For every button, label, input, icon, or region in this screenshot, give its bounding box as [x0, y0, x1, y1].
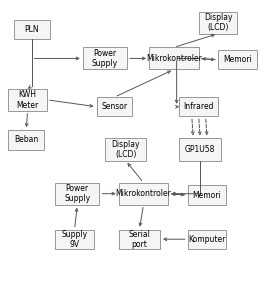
- FancyBboxPatch shape: [179, 97, 218, 116]
- FancyBboxPatch shape: [55, 230, 94, 249]
- FancyBboxPatch shape: [83, 48, 127, 69]
- FancyBboxPatch shape: [149, 48, 199, 69]
- Text: Mikrokontroler: Mikrokontroler: [116, 189, 171, 198]
- Text: Display
(LCD): Display (LCD): [111, 140, 140, 159]
- Text: Power
Supply: Power Supply: [64, 184, 90, 203]
- Text: Infrared: Infrared: [184, 102, 214, 111]
- FancyBboxPatch shape: [14, 20, 50, 39]
- Text: Memori: Memori: [193, 191, 221, 200]
- FancyBboxPatch shape: [55, 183, 99, 205]
- FancyBboxPatch shape: [119, 230, 160, 249]
- FancyBboxPatch shape: [8, 89, 47, 111]
- Text: Display
(LCD): Display (LCD): [204, 13, 232, 32]
- FancyBboxPatch shape: [218, 50, 257, 69]
- Text: Supply
9V: Supply 9V: [62, 230, 87, 249]
- Text: Serial
port: Serial port: [128, 230, 150, 249]
- Text: GP1U58: GP1U58: [185, 145, 215, 154]
- Text: Beban: Beban: [14, 135, 38, 144]
- FancyBboxPatch shape: [188, 230, 226, 249]
- FancyBboxPatch shape: [105, 139, 146, 161]
- FancyBboxPatch shape: [188, 185, 226, 205]
- Text: Komputer: Komputer: [188, 235, 226, 244]
- Text: PLN: PLN: [25, 25, 39, 34]
- FancyBboxPatch shape: [179, 139, 221, 161]
- Text: Mikrokontroler: Mikrokontroler: [146, 54, 202, 63]
- FancyBboxPatch shape: [199, 12, 237, 34]
- Text: Sensor: Sensor: [102, 102, 128, 111]
- FancyBboxPatch shape: [8, 130, 44, 149]
- FancyBboxPatch shape: [119, 183, 168, 205]
- FancyBboxPatch shape: [97, 97, 132, 116]
- Text: KWH
Meter: KWH Meter: [17, 90, 39, 109]
- Text: Memori: Memori: [223, 55, 252, 64]
- Text: Power
Supply: Power Supply: [92, 49, 118, 68]
